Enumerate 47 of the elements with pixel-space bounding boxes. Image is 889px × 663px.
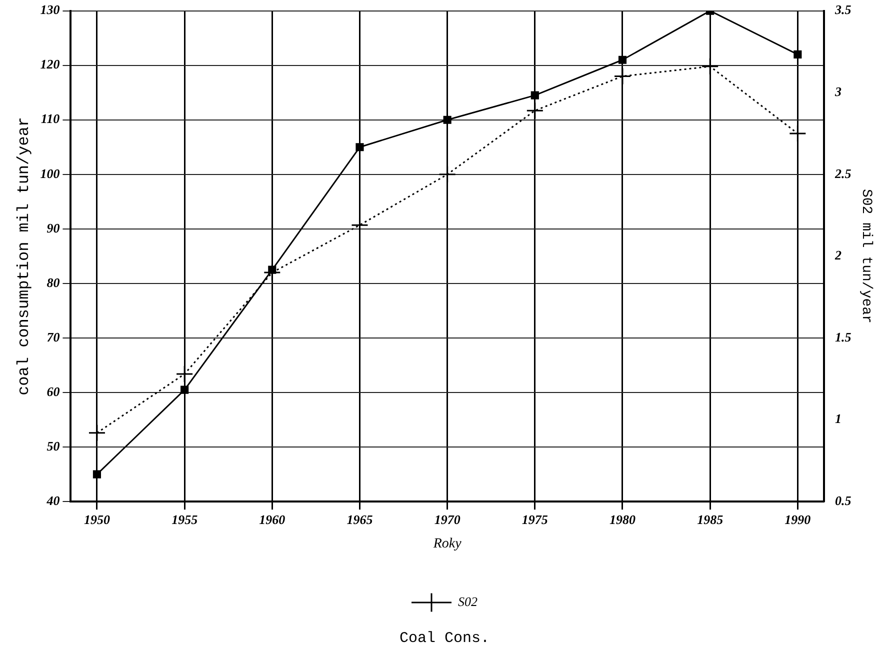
point [530,91,539,100]
y-tick-label: 130 [40,2,60,18]
point [701,58,719,76]
y2-tick-label: 2 [834,248,842,263]
legend-label: S02 [458,594,478,609]
y-tick-label: 100 [40,166,60,181]
x-tick-label: 1980 [610,512,636,527]
y-tick-label: 110 [40,111,60,126]
x-tick-label: 1955 [172,512,198,527]
y-axis-title: coal consumption mil tun/year [14,116,33,396]
y-tick-label: 80 [46,274,60,290]
point [443,116,452,124]
x-tick-label: 1975 [522,512,548,527]
y2-axis-title: S02 mil tun/year [858,188,874,324]
point [794,50,802,58]
point [526,102,544,120]
y-tick-label: 120 [40,56,60,72]
y2-tick-label: 3 [834,84,842,99]
y2-tick-label: 1.5 [834,329,852,344]
point [618,56,627,64]
point [356,143,364,152]
y2-tick-label: 3.5 [834,2,852,18]
y-tick-label: 50 [46,438,60,454]
point [180,386,189,394]
y-tick-label: 70 [46,329,60,344]
point [176,365,194,383]
x-tick-label: 1990 [784,512,812,527]
x-tick-label: 1950 [84,512,110,527]
y2-tick-label: 1 [834,411,842,426]
point [263,264,281,282]
x-tick-label: 1960 [259,512,286,527]
point [88,424,106,442]
point [788,124,806,142]
y-tick-label: 40 [46,492,60,508]
point [92,470,102,478]
point [438,166,456,184]
point [614,67,632,85]
x-tick-label: 1965 [346,512,374,527]
y2-tick-label: 0.5 [834,492,852,508]
y-tick-label: 60 [46,384,60,399]
y2-tick-label: 2.5 [834,166,852,181]
x-tick-label: 1985 [697,512,724,527]
text: Coal Cons. [399,630,490,647]
y-tick-label: 90 [46,220,60,236]
x-tick-label: 1970 [434,512,461,527]
point [350,216,368,234]
x-axis-title: Roky [432,536,462,552]
